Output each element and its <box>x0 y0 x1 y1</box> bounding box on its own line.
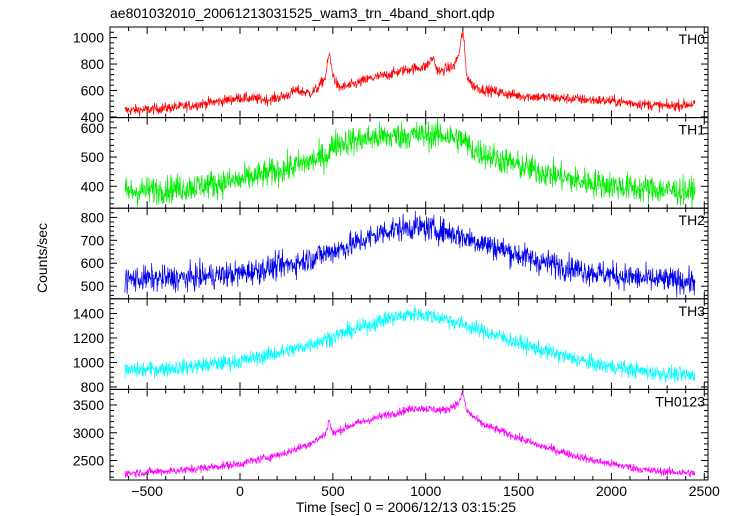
panel-th3: 800 1000 1200 1400 TH3 <box>73 298 709 395</box>
y-tick-label: 1000 <box>73 354 104 370</box>
y-tick-label: 500 <box>81 149 105 165</box>
x-axis-label: Time [sec] 0 = 2006/12/13 03:15:25 <box>296 499 516 515</box>
chart-title: ae801032010_20061213031525_wam3_trn_4ban… <box>110 5 495 21</box>
x-tick-label: 500 <box>321 483 345 499</box>
y-tick-label: 600 <box>81 255 105 271</box>
y-tick-label: 800 <box>81 379 105 395</box>
x-tick-label: −500 <box>131 483 163 499</box>
y-tick-label: 1400 <box>73 305 104 321</box>
panel-label-th1: TH1 <box>679 122 706 138</box>
x-tick-label: 2500 <box>689 483 720 499</box>
panel-th1: 400 500 600 TH1 <box>81 117 709 209</box>
panel-label-th0: TH0 <box>679 31 706 47</box>
panel-th0: 400 600 800 1000 TH0 <box>73 26 709 125</box>
y-tick-label: 600 <box>81 82 105 98</box>
y-tick-label: 700 <box>81 232 105 248</box>
panel-label-th0123: TH0123 <box>655 393 705 409</box>
y-axis-label: Counts/sec <box>34 223 50 293</box>
panel-th2: 500 600 700 800 TH2 <box>81 207 709 300</box>
y-tick-label: 500 <box>81 278 105 294</box>
panel-frame <box>109 207 709 300</box>
x-tick-label: 2000 <box>596 483 627 499</box>
panel-frame <box>109 388 709 481</box>
y-tick-label: 400 <box>81 178 105 194</box>
x-tick-label: 1500 <box>503 483 534 499</box>
y-tick-label: 1200 <box>73 330 104 346</box>
y-tick-label: 2500 <box>73 453 104 469</box>
x-tick-label: 0 <box>236 483 244 499</box>
panel-label-th2: TH2 <box>679 212 706 228</box>
series-line-th3 <box>124 305 696 384</box>
series-line-th0123 <box>124 391 696 478</box>
panel-th0123: 2500 3000 3500 TH0123 <box>73 388 709 481</box>
y-tick-label: 600 <box>81 120 105 136</box>
panel-label-th3: TH3 <box>679 303 706 319</box>
series-line-th1 <box>124 117 696 209</box>
series-line-th0 <box>124 29 696 118</box>
y-tick-label: 1000 <box>73 30 104 46</box>
y-tick-label: 800 <box>81 209 105 225</box>
x-tick-label: 1000 <box>410 483 441 499</box>
series-line-th2 <box>124 210 696 298</box>
y-tick-label: 400 <box>81 109 105 125</box>
y-tick-label: 3000 <box>73 425 104 441</box>
y-tick-label: 3500 <box>73 397 104 413</box>
y-tick-label: 800 <box>81 56 105 72</box>
